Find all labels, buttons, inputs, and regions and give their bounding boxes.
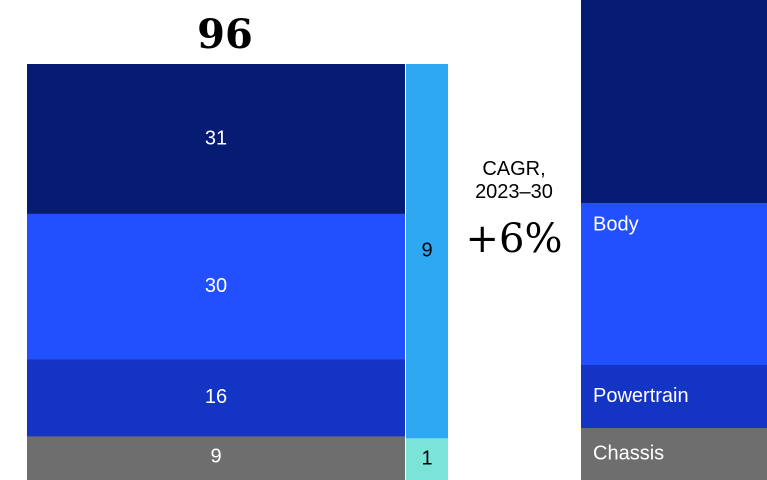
bar-chassis [27,436,405,480]
bar-top [27,64,405,214]
total-label: 96 [197,11,253,58]
bar-label-chassis: 9 [210,446,221,468]
right-bar-label-body: Body [593,213,639,235]
side-bar-1 [406,438,448,480]
bar-label-top: 31 [205,127,227,149]
right-bar-chassis [581,428,767,480]
right-bar-label-chassis: Chassis [593,442,664,464]
cagr-value: +6% [466,216,563,262]
cagr-label-line1: CAGR, [482,158,545,180]
main-stack: 31 30 16 9 [27,64,405,480]
right-stack: Body Powertrain Chassis [581,0,767,480]
right-bar-top [581,0,767,203]
bar-body [27,213,405,360]
right-bar-label-powertrain: Powertrain [593,385,689,407]
bar-label-powertrain: 16 [205,386,227,408]
side-bar-0 [406,64,448,439]
side-bar-label-1: 1 [421,447,432,469]
bar-label-body: 30 [205,275,227,297]
cagr-label-line2: 2023–30 [475,181,553,203]
right-bar-body [581,203,767,365]
bar-powertrain [27,359,405,437]
right-bar-powertrain [581,365,767,428]
side-bar-label-0: 9 [421,239,432,261]
side-stack: 91 [406,64,448,480]
